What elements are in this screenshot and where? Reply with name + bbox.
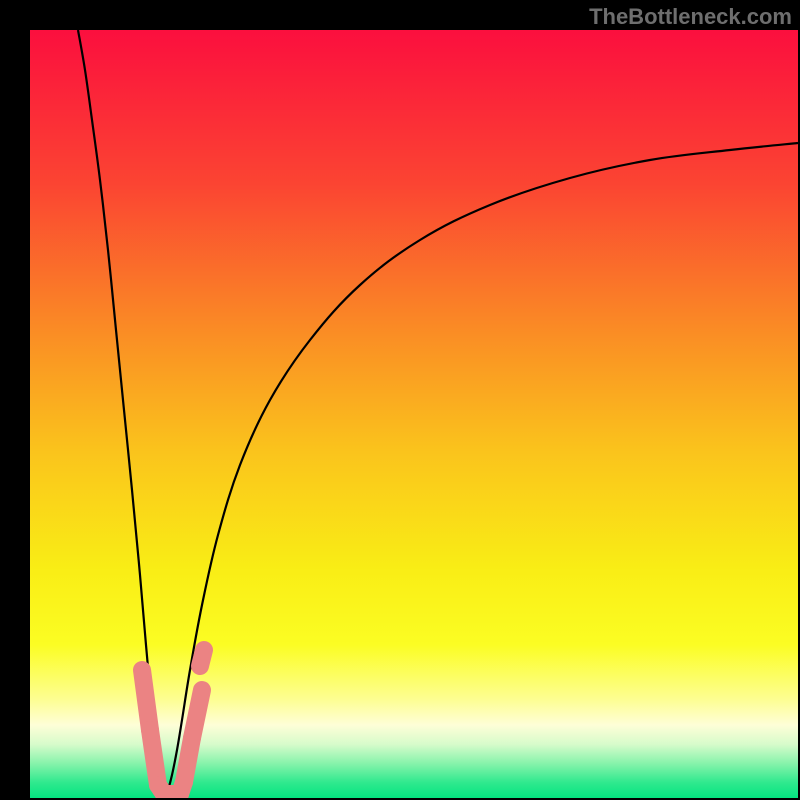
chart-outer-frame: TheBottleneck.com (0, 0, 800, 800)
marker-segment (192, 690, 202, 738)
curve-right (165, 143, 798, 798)
marker-segment (200, 650, 204, 666)
watermark-text: TheBottleneck.com (589, 4, 792, 30)
plot-area (30, 30, 798, 798)
marker-segment (142, 670, 150, 730)
plot-svg (30, 30, 798, 798)
